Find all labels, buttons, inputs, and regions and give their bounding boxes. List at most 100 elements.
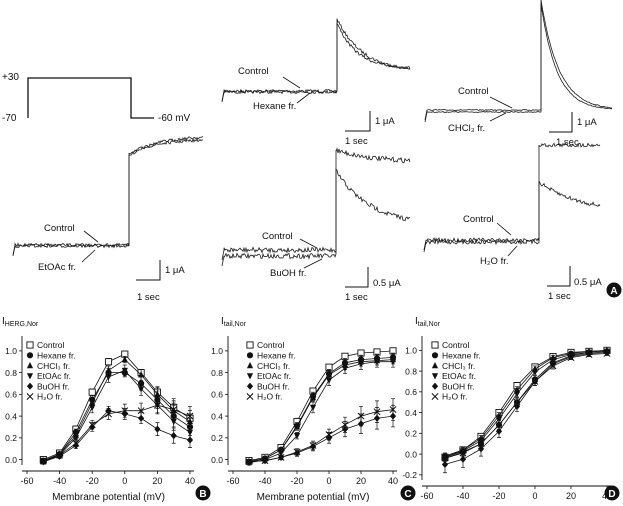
control-trace (221, 147, 411, 261)
data-point (293, 448, 301, 456)
legend-label: Control (442, 340, 470, 350)
legend-item: Control (26, 340, 65, 350)
x-tick-label: -20 (86, 476, 99, 486)
legend-label: EtOAc fr. (37, 371, 71, 381)
chart-c-tail-current: 0.0 0.2 0.4 0.6 0.8 1.0 -60 -40 -20 0 20 40 Membrane… (211, 316, 416, 503)
control-label: Control (463, 214, 494, 225)
scale-bar (547, 266, 571, 287)
scale-bar (345, 267, 369, 288)
series-line (248, 359, 394, 463)
time-scale-label: 1 sec (548, 291, 571, 302)
x-tick-label: 0 (532, 491, 537, 501)
series-line (43, 369, 191, 463)
data-point (341, 416, 349, 433)
legend-label: H₂O fr. (442, 392, 468, 402)
panel-badge-c: C (400, 485, 416, 501)
current-scale-label: 0.5 μA (373, 278, 401, 289)
series-line (444, 350, 608, 458)
legend-label: H₂O fr. (257, 392, 283, 402)
data-point (121, 403, 129, 418)
y-tick-label: 0.2 (405, 429, 417, 439)
y-axis-label: Itail,Nor (221, 316, 247, 328)
y-tick-label: 1.0 (5, 346, 17, 356)
legend-label: EtOAc fr. (257, 371, 291, 381)
x-tick-label: 0 (122, 476, 127, 486)
y-tick-label: 0.4 (405, 408, 417, 418)
trace-panel-hexane: Control Hexane fr. 1 μA 1 sec (221, 18, 411, 147)
chart-d-tail-current: -0.20.00.20.40.60.81.0-60-40-2002040Memb… (402, 316, 620, 501)
trace-panel-chcl3: Control CHCl₃ fr. 1 μA 1 sec (424, 0, 613, 148)
fraction-label: CHCl₃ fr. (448, 123, 485, 134)
legend-item: Hexane fr. (431, 351, 481, 361)
fraction-trace (12, 136, 204, 257)
legend-label: Hexane fr. (442, 351, 481, 361)
protocol-top-label: +30 (2, 72, 19, 83)
data-point (121, 355, 128, 364)
x-tick-label: -20 (492, 491, 505, 501)
current-scale-label: 1 μA (165, 265, 185, 276)
data-point (137, 402, 145, 419)
y-tick-label: 0.8 (405, 366, 417, 376)
legend-label: BuOH fr. (442, 381, 475, 391)
scale-bar (136, 260, 161, 281)
legend-item: BuOH fr. (431, 381, 475, 391)
control-pointer-line (299, 238, 318, 249)
data-point (441, 454, 449, 462)
x-tick-label: 20 (566, 491, 576, 501)
data-point (105, 371, 112, 383)
y-tick-label: 1.0 (405, 346, 417, 356)
fraction-trace (424, 4, 613, 123)
control-pointer-line (83, 230, 99, 243)
svg-text:A: A (610, 286, 617, 297)
control-pointer-line (496, 222, 512, 236)
data-point (39, 457, 47, 465)
scale-bar (345, 111, 371, 132)
y-tick-label: 0.0 (5, 455, 17, 465)
x-tick-label: 20 (152, 476, 162, 486)
legend-item: EtOAc fr. (246, 371, 291, 381)
time-scale-label: 1 sec (137, 292, 160, 303)
legend-label: Control (257, 340, 285, 350)
legend-label: BuOH fr. (37, 381, 70, 391)
series-line (43, 372, 191, 462)
fraction-pointer-line (489, 112, 507, 122)
protocol-bottom-label: -70 (2, 113, 17, 124)
panel-badge-b: B (195, 485, 211, 501)
legend-item: EtOAc fr. (431, 371, 476, 381)
x-tick-label: 20 (356, 476, 366, 486)
legend-item: BuOH fr. (26, 381, 70, 391)
y-axis-label: Itail,Nor (415, 316, 441, 328)
control-pointer-line (282, 76, 301, 89)
fraction-label: BuOH fr. (270, 268, 306, 279)
legend-item: BuOH fr. (246, 381, 290, 391)
current-scale-label: 1 μA (375, 116, 395, 127)
current-scale-label: 1 μA (577, 117, 597, 128)
data-point (513, 397, 521, 407)
protocol-right-label: -60 mV (158, 113, 191, 124)
data-point (309, 440, 317, 451)
x-tick-label: -20 (290, 476, 303, 486)
legend-item: H₂O fr. (246, 392, 283, 402)
fraction-label: H₂O fr. (480, 256, 509, 267)
series-line (248, 350, 394, 462)
data-point (170, 427, 177, 444)
data-point (357, 358, 365, 370)
legend-label: Hexane fr. (257, 351, 296, 361)
x-axis-label: Membrane potential (mV) (52, 492, 165, 503)
x-tick-label: 0 (326, 476, 331, 486)
trace-panel-buoh: Control BuOH fr. 0.5 μA 1 sec (221, 147, 411, 303)
time-scale-label: 1 sec (345, 136, 368, 147)
y-tick-label: 0.2 (5, 433, 17, 443)
series-line (248, 409, 394, 463)
data-point (293, 432, 301, 440)
data-point (89, 401, 96, 414)
series-line (444, 351, 608, 458)
voltage-protocol: +30 -70 -60 mV (2, 72, 191, 124)
y-tick-label: 0.2 (211, 433, 223, 443)
scale-bar (549, 112, 573, 133)
y-tick-label: 0.4 (211, 411, 223, 421)
data-point (531, 376, 539, 386)
legend-item: Control (431, 340, 470, 350)
y-tick-label: -0.2 (402, 470, 417, 480)
